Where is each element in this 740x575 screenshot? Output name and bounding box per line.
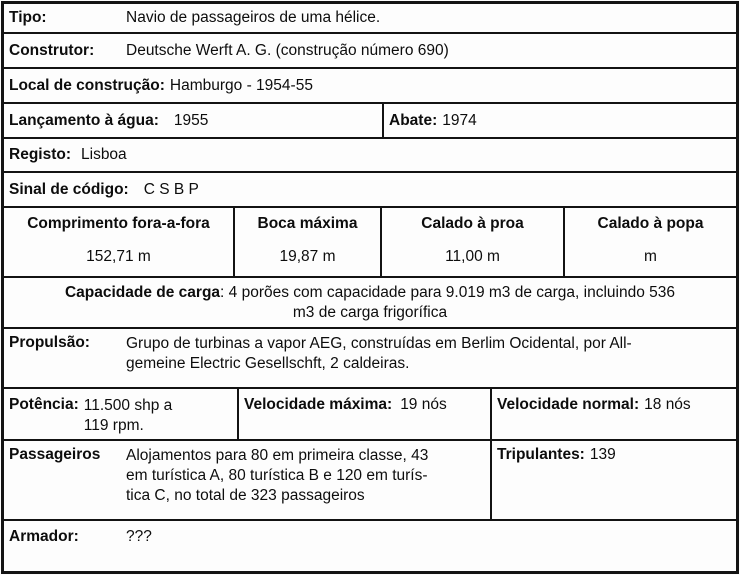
armador-label: Armador:	[9, 528, 79, 545]
tripulantes-label: Tripulantes:	[497, 446, 585, 463]
boca-maxima-header: Boca máxima	[257, 215, 358, 232]
sinal-codigo-value: C S B P	[143, 180, 199, 198]
capacidade-carga-value: : 4 porões com capacidade para 9.019 m3 …	[220, 284, 676, 321]
armador-cell: Armador: ???	[4, 521, 736, 571]
row-sinal-codigo: Sinal de código: C S B P	[4, 171, 736, 206]
passageiros-cell: Passageiros Alojamentos para 80 em prime…	[4, 441, 490, 519]
calado-popa-value: m	[644, 248, 657, 265]
velocidade-maxima-label: Velocidade máxima:	[244, 396, 393, 413]
row-capacidade-carga: Capacidade de carga: 4 porões com capaci…	[4, 276, 736, 327]
registo-label: Registo:	[9, 146, 71, 163]
local-construcao-label: Local de construção:	[9, 76, 165, 94]
row-propulsao: Propulsão: Grupo de turbinas a vapor AEG…	[4, 327, 736, 387]
row-lancamento-abate: Lançamento à água: 1955 Abate: 1974	[4, 102, 736, 137]
calado-proa-header: Calado à proa	[421, 215, 524, 232]
tipo-cell: Tipo: Navio de passageiros de uma hélice…	[4, 4, 736, 32]
boca-maxima-cell: Boca máxima 19,87 m	[233, 208, 380, 276]
calado-popa-header: Calado à popa	[597, 215, 704, 232]
row-armador: Armador: ???	[4, 519, 736, 571]
velocidade-normal-value: 18 nós	[644, 396, 691, 413]
abate-label: Abate:	[389, 111, 438, 129]
calado-popa-cell: Calado à popa m	[563, 208, 736, 276]
local-construcao-value: Hamburgo - 1954-55	[169, 76, 313, 94]
passageiros-value: Alojamentos para 80 em primeira classe, …	[126, 447, 429, 504]
row-tipo: Tipo: Navio de passageiros de uma hélice…	[4, 4, 736, 32]
row-passageiros-tripulantes: Passageiros Alojamentos para 80 em prime…	[4, 439, 736, 519]
construtor-cell: Construtor: Deutsche Werft A. G. (constr…	[4, 34, 736, 67]
tipo-value: Navio de passageiros de uma hélice.	[126, 9, 381, 26]
comprimento-header: Comprimento fora-a-fora	[27, 215, 210, 232]
passageiros-label: Passageiros	[9, 446, 101, 463]
lancamento-value: 1955	[173, 111, 209, 129]
construtor-value: Deutsche Werft A. G. (construção número …	[126, 41, 449, 59]
tripulantes-cell: Tripulantes: 139	[490, 441, 736, 519]
velocidade-normal-label: Velocidade normal:	[497, 396, 640, 413]
registo-value: Lisboa	[81, 146, 127, 163]
tripulantes-value: 139	[589, 446, 616, 463]
capacidade-carga-label: Capacidade de carga	[64, 284, 221, 301]
potencia-value: 11.500 shp a 119 rpm.	[83, 397, 173, 434]
registo-cell: Registo: Lisboa	[4, 139, 736, 171]
propulsao-value: Grupo de turbinas a vapor AEG, construíd…	[126, 335, 632, 372]
row-local-construcao: Local de construção: Hamburgo - 1954-55	[4, 67, 736, 102]
calado-proa-value: 11,00 m	[445, 248, 500, 265]
boca-maxima-value: 19,87 m	[279, 248, 336, 265]
armador-value: ???	[126, 528, 152, 545]
lancamento-cell: Lançamento à água: 1955	[4, 104, 382, 137]
row-construtor: Construtor: Deutsche Werft A. G. (constr…	[4, 32, 736, 67]
calado-proa-cell: Calado à proa 11,00 m	[380, 208, 563, 276]
row-registo: Registo: Lisboa	[4, 137, 736, 171]
velocidade-maxima-cell: Velocidade máxima: 19 nós	[237, 389, 490, 439]
lancamento-label: Lançamento à água:	[9, 111, 159, 129]
row-dimensoes: Comprimento fora-a-fora 152,71 m Boca má…	[4, 206, 736, 276]
potencia-label: Potência:	[9, 396, 79, 413]
tipo-label: Tipo:	[9, 9, 47, 26]
abate-value: 1974	[442, 111, 477, 129]
propulsao-label: Propulsão:	[9, 334, 90, 351]
potencia-cell: Potência: 11.500 shp a 119 rpm.	[4, 389, 237, 439]
abate-cell: Abate: 1974	[382, 104, 736, 137]
velocidade-maxima-value: 19 nós	[400, 396, 447, 413]
velocidade-normal-cell: Velocidade normal: 18 nós	[490, 389, 736, 439]
row-potencia-velocidades: Potência: 11.500 shp a 119 rpm. Velocida…	[4, 387, 736, 439]
propulsao-cell: Propulsão: Grupo de turbinas a vapor AEG…	[4, 329, 736, 387]
local-construcao-cell: Local de construção: Hamburgo - 1954-55	[4, 69, 736, 102]
comprimento-value: 152,71 m	[86, 248, 151, 265]
sinal-codigo-label: Sinal de código:	[9, 180, 129, 198]
capacidade-carga-cell: Capacidade de carga: 4 porões com capaci…	[4, 278, 736, 327]
comprimento-cell: Comprimento fora-a-fora 152,71 m	[4, 208, 233, 276]
sinal-codigo-cell: Sinal de código: C S B P	[4, 173, 736, 206]
construtor-label: Construtor:	[9, 41, 95, 59]
